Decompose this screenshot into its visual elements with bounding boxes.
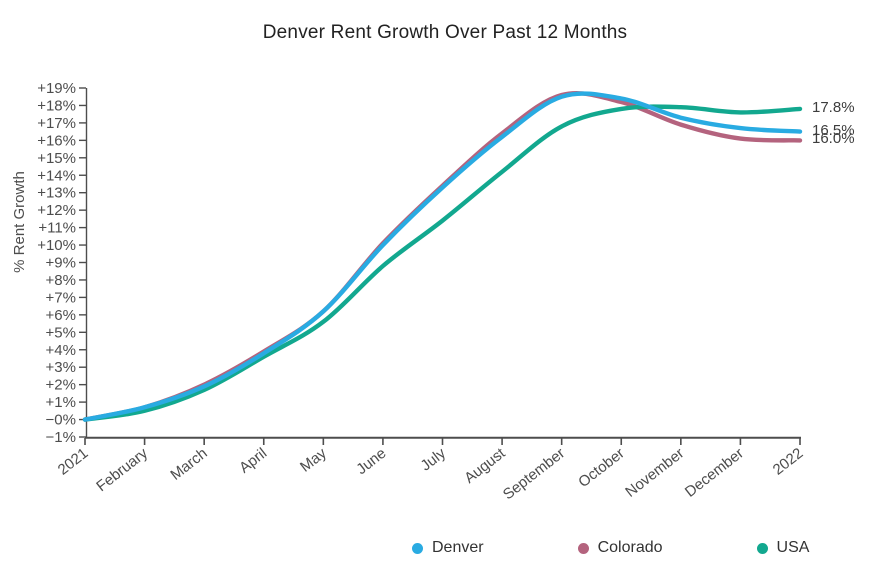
y-tick-label: +6%	[46, 307, 76, 324]
series-line-colorado	[82, 90, 803, 422]
y-tick-label: +12%	[37, 202, 76, 219]
y-axis-title: % Rent Growth	[11, 171, 28, 273]
series-line-denver	[82, 91, 803, 422]
legend-item-denver[interactable]: Denver	[412, 539, 484, 557]
y-tick-label: +17%	[37, 115, 76, 132]
y-tick-label: +4%	[46, 342, 76, 359]
legend-label-usa: USA	[776, 539, 810, 556]
x-tick-label: 2022	[770, 445, 807, 479]
y-tick-label: −0%	[46, 412, 76, 429]
x-tick-label: December	[682, 445, 747, 501]
series-line-usa	[82, 104, 803, 422]
x-tick-label: February	[93, 444, 151, 495]
colorado-series-dot-icon	[577, 542, 589, 554]
x-tick-label: October	[575, 445, 628, 491]
x-tick-label: May	[297, 444, 330, 475]
legend-item-usa[interactable]: USA	[756, 539, 810, 557]
x-tick-label: July	[417, 444, 449, 474]
x-tick-label: September	[500, 445, 568, 504]
y-tick-label: +13%	[37, 185, 76, 202]
x-tick-label: April	[236, 445, 270, 477]
denver-series-dot-icon	[412, 542, 423, 554]
legend-item-colorado[interactable]: Colorado	[577, 539, 663, 557]
y-tick-label: +2%	[46, 377, 76, 394]
x-tick-label: August	[461, 444, 509, 487]
y-tick-label: +9%	[46, 255, 76, 272]
y-tick-label: −1%	[46, 429, 76, 446]
x-tick-label: March	[167, 445, 210, 484]
y-tick-label: +10%	[37, 237, 76, 254]
x-tick-label: November	[622, 445, 687, 501]
y-tick-label: +18%	[37, 97, 76, 114]
y-tick-label: +15%	[37, 150, 76, 167]
y-tick-label: +8%	[46, 272, 76, 289]
x-tick-label: June	[353, 445, 389, 478]
end-label-colorado: 16.0%	[812, 130, 855, 148]
legend-label-denver: Denver	[432, 539, 484, 556]
legend-label-colorado: Colorado	[597, 539, 663, 556]
end-label-denver: 16.5%	[812, 121, 855, 139]
y-tick-label: +14%	[37, 167, 76, 184]
chart-title: Denver Rent Growth Over Past 12 Months	[262, 22, 628, 43]
y-tick-label: +5%	[46, 324, 76, 341]
legend: Denver Colorado USA	[412, 539, 809, 557]
y-tick-label: +19%	[37, 80, 76, 97]
y-tick-label: +3%	[46, 359, 76, 376]
y-tick-label: +11%	[38, 220, 76, 237]
y-tick-label: +7%	[46, 289, 76, 306]
end-label-usa: 17.8%	[812, 98, 855, 116]
x-tick-label: 2021	[55, 445, 92, 479]
y-tick-label: +1%	[46, 394, 76, 411]
usa-series-dot-icon	[756, 542, 768, 554]
y-tick-label: +16%	[37, 132, 76, 149]
